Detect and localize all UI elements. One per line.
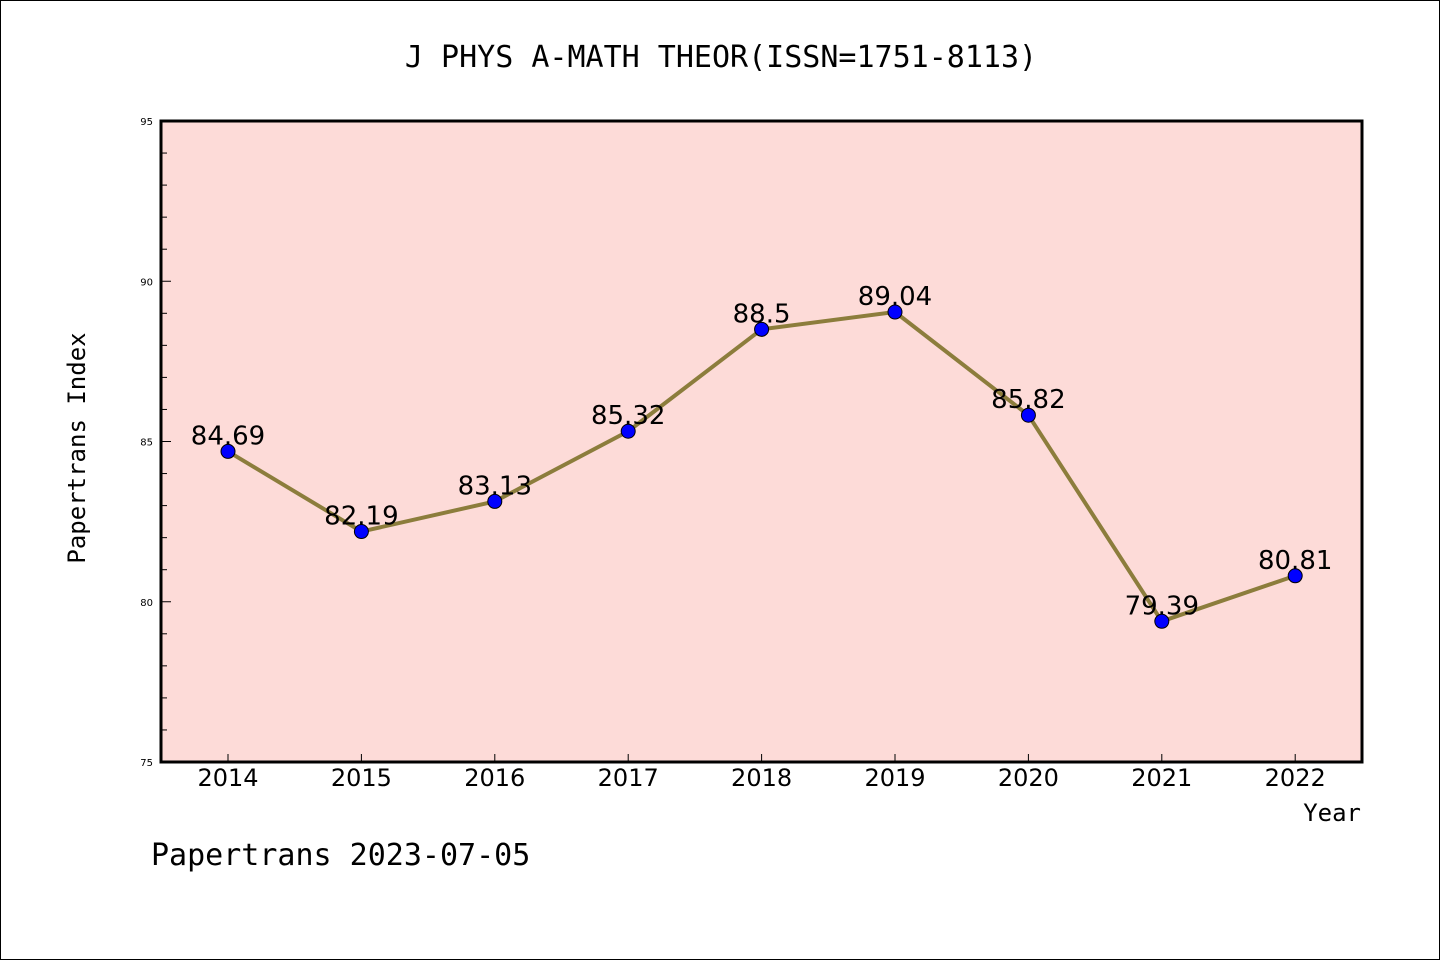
data-point (1020, 407, 1036, 423)
data-label: 88.5 (733, 299, 791, 329)
data-point (620, 423, 636, 439)
x-tick-label: 2015 (331, 764, 392, 792)
x-axis-label: Year (1303, 799, 1361, 827)
x-tick-label: 2016 (464, 764, 525, 792)
x-tick-label: 2020 (998, 764, 1059, 792)
footer-watermark: Papertrans 2023-07-05 (151, 838, 530, 873)
x-tick-label: 2018 (731, 764, 792, 792)
y-axis-label: Papertrans Index (63, 332, 91, 563)
data-label: 82.19 (324, 502, 398, 532)
data-point (1154, 613, 1170, 629)
y-axis: 75 80 85 90 95 (140, 117, 171, 769)
data-point (353, 524, 369, 540)
y-tick-label: 95 (140, 117, 153, 128)
data-point (220, 443, 236, 459)
data-point (487, 493, 503, 509)
x-tick-label: 2019 (864, 764, 925, 792)
data-label: 79.39 (1125, 591, 1199, 621)
plot-area (159, 119, 1364, 764)
x-axis: 2014 2015 2016 2017 2018 2019 2020 2021 2022 (197, 754, 1326, 792)
data-label: 80.81 (1258, 546, 1332, 576)
x-tick-label: 2017 (598, 764, 659, 792)
data-label: 85.32 (591, 401, 665, 431)
y-tick-label: 80 (140, 598, 153, 609)
y-tick-label: 90 (140, 277, 153, 288)
x-tick-label: 2022 (1265, 764, 1326, 792)
data-label: 89.04 (858, 282, 932, 312)
data-labels: 84.69 82.19 83.13 85.32 88.5 89.04 85.82 79.39 8… (191, 282, 1333, 621)
data-point (754, 321, 770, 337)
y-tick-label: 75 (140, 758, 153, 769)
data-label: 83.13 (458, 471, 532, 501)
data-label: 85.82 (991, 385, 1065, 415)
series-points (220, 304, 1303, 629)
x-tick-label: 2021 (1131, 764, 1192, 792)
x-tick-label: 2014 (197, 764, 258, 792)
data-point (1287, 568, 1303, 584)
data-point (887, 304, 903, 320)
y-tick-label: 85 (140, 438, 153, 449)
data-label: 84.69 (191, 421, 265, 451)
chart-title: J PHYS A-MATH THEOR(ISSN=1751-8113) (405, 40, 1037, 75)
